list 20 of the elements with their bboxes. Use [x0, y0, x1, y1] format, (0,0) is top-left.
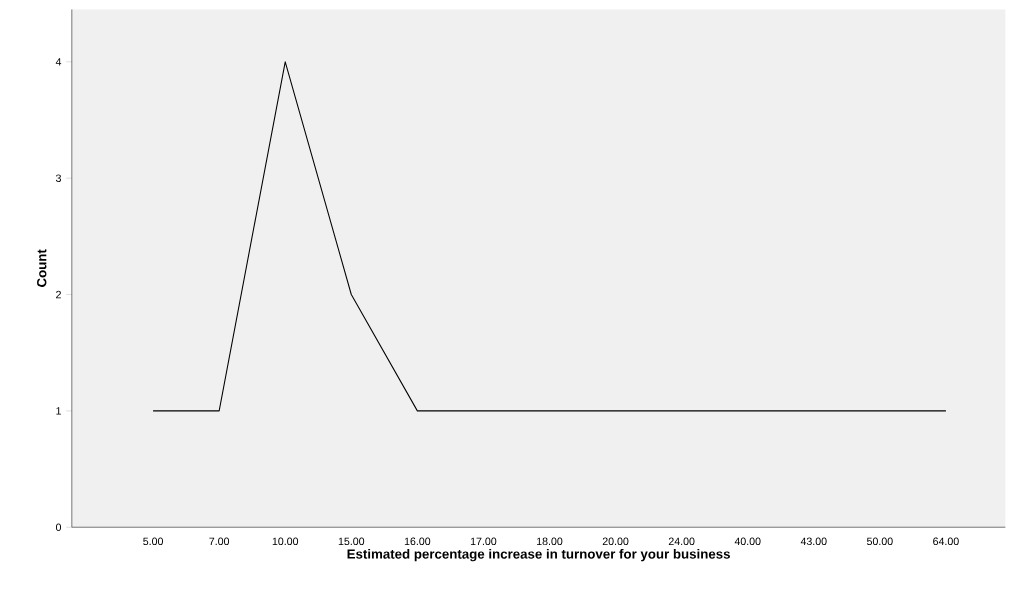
x-tick-label: 20.00: [602, 537, 629, 546]
x-tick-label: 18.00: [537, 537, 563, 546]
x-tick-label: 43.00: [800, 537, 827, 546]
y-tick-label: 3: [55, 174, 61, 182]
x-tick-label: 24.00: [668, 537, 695, 546]
x-tick-label: 10.00: [272, 537, 299, 546]
y-tick-label: 2: [56, 290, 61, 299]
x-tick-label: 5.00: [143, 537, 164, 546]
x-tick-label: 7.00: [209, 537, 230, 546]
x-axis-title: Estimated percentage increase in turnover for your business: [347, 548, 730, 562]
y-tick-label: 0: [55, 523, 62, 531]
x-tick-label: 17.00: [470, 537, 497, 546]
y-tick-label: 1: [56, 407, 61, 415]
x-tick-label: 15.00: [338, 537, 365, 546]
x-tick-label: 16.00: [404, 537, 431, 546]
y-tick-label: 4: [55, 58, 62, 66]
y-axis-title: Count: [37, 249, 47, 287]
x-tick-label: 50.00: [866, 537, 893, 546]
x-tick-label: 64.00: [933, 537, 959, 546]
x-tick-label: 40.00: [734, 537, 761, 546]
